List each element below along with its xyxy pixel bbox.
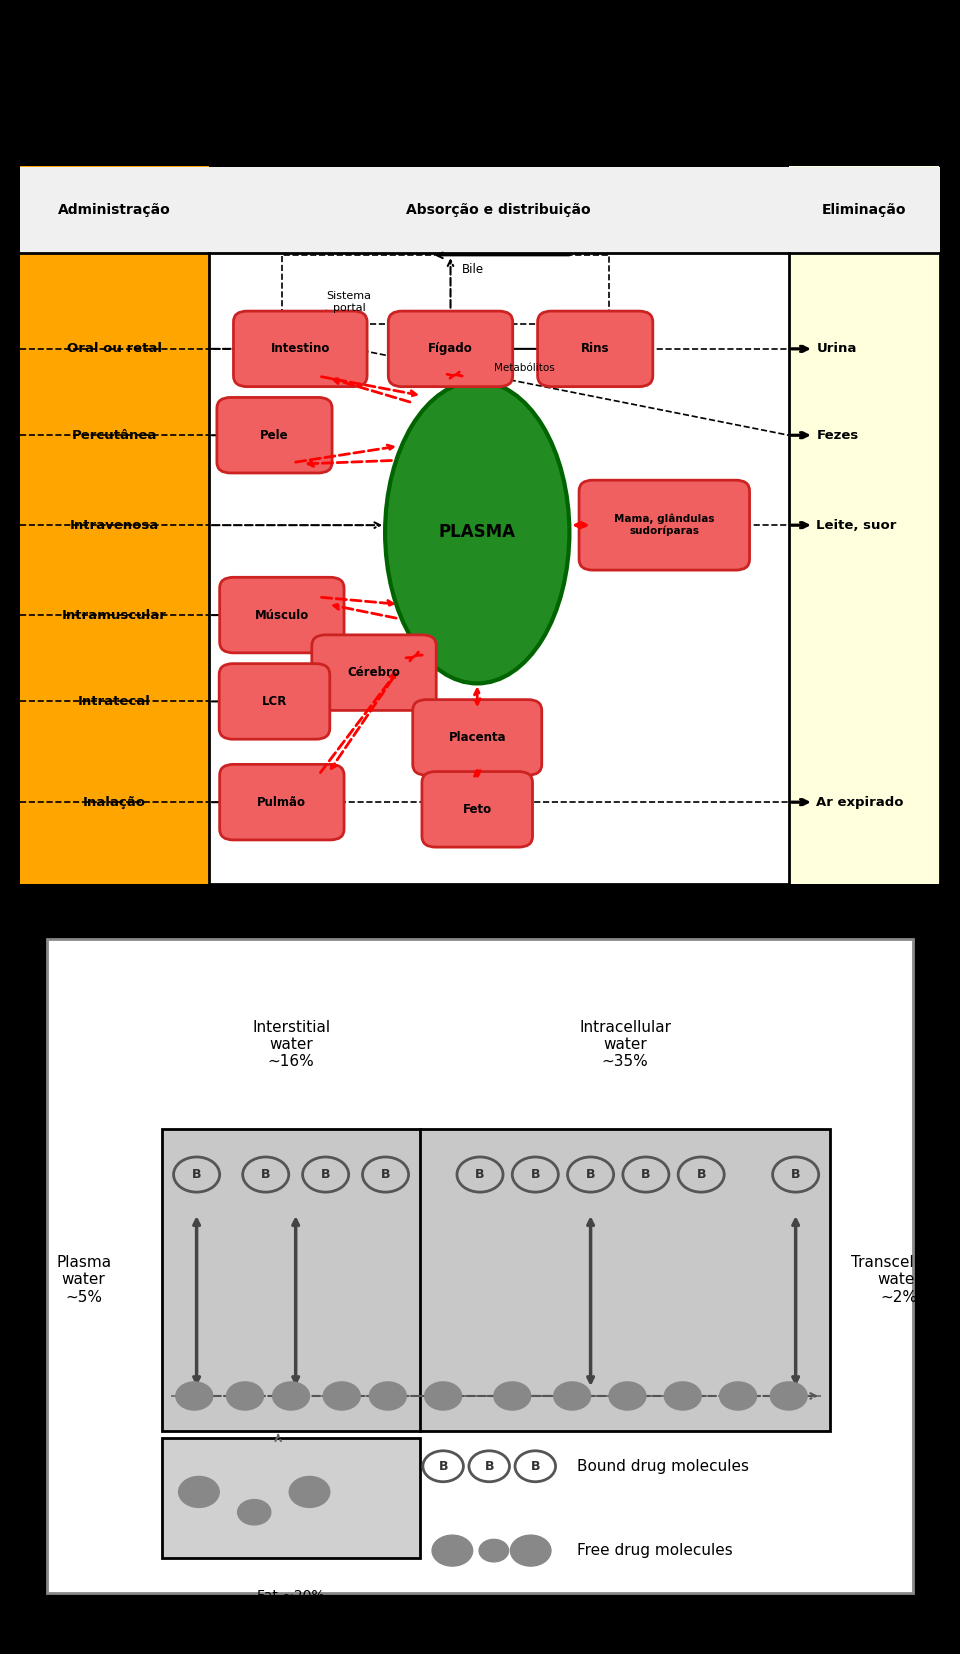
Text: Intestino: Intestino <box>271 342 330 356</box>
FancyBboxPatch shape <box>233 311 367 387</box>
Circle shape <box>664 1383 701 1409</box>
Text: Oral ou retal: Oral ou retal <box>66 342 161 356</box>
Text: B: B <box>696 1168 706 1181</box>
Text: Transcellular
water
~2%: Transcellular water ~2% <box>851 1255 948 1305</box>
FancyBboxPatch shape <box>312 635 436 711</box>
Text: B: B <box>586 1168 595 1181</box>
Text: B: B <box>531 1460 540 1472</box>
Text: Ar expirado: Ar expirado <box>816 796 904 809</box>
Text: Eliminação: Eliminação <box>822 203 906 217</box>
Text: B: B <box>485 1460 494 1472</box>
Text: B: B <box>321 1168 330 1181</box>
Text: Fat ~20%: Fat ~20% <box>257 1589 324 1603</box>
Circle shape <box>370 1383 406 1409</box>
Text: Mama, glândulas
sudoríparas: Mama, glândulas sudoríparas <box>614 514 714 536</box>
Circle shape <box>238 1500 271 1525</box>
Text: Feto: Feto <box>463 802 492 815</box>
FancyBboxPatch shape <box>579 480 750 571</box>
Circle shape <box>176 1383 213 1409</box>
Text: Fígado: Fígado <box>428 342 473 356</box>
Circle shape <box>324 1383 360 1409</box>
FancyBboxPatch shape <box>47 939 913 1593</box>
Circle shape <box>770 1383 807 1409</box>
Text: B: B <box>192 1168 202 1181</box>
Text: Absorção e distribuição: Absorção e distribuição <box>406 203 590 217</box>
Text: Administração: Administração <box>58 203 171 217</box>
Circle shape <box>273 1383 309 1409</box>
Text: B: B <box>261 1168 271 1181</box>
FancyBboxPatch shape <box>20 165 209 885</box>
Text: Metabólitos: Metabólitos <box>493 364 555 374</box>
FancyBboxPatch shape <box>422 771 533 847</box>
Text: Inalação: Inalação <box>83 796 146 809</box>
FancyBboxPatch shape <box>20 167 940 253</box>
Text: Urina: Urina <box>816 342 856 356</box>
Text: Bile: Bile <box>462 263 484 276</box>
Text: B: B <box>381 1168 391 1181</box>
FancyBboxPatch shape <box>162 1439 420 1558</box>
Text: B: B <box>475 1168 485 1181</box>
Text: Principais vias de administração e eliminação de fármacos: Principais vias de administração e elimi… <box>159 114 801 134</box>
Circle shape <box>227 1383 263 1409</box>
Circle shape <box>479 1540 509 1561</box>
Text: B: B <box>439 1460 448 1472</box>
Text: PLASMA: PLASMA <box>439 523 516 541</box>
FancyBboxPatch shape <box>388 311 513 387</box>
Text: Intramuscular: Intramuscular <box>61 609 167 622</box>
Circle shape <box>493 1383 531 1409</box>
Text: B: B <box>641 1168 651 1181</box>
Circle shape <box>424 1383 462 1409</box>
Text: Pele: Pele <box>260 428 289 442</box>
Circle shape <box>609 1383 646 1409</box>
Text: Rins: Rins <box>581 342 610 356</box>
FancyBboxPatch shape <box>20 165 940 885</box>
FancyBboxPatch shape <box>413 700 541 776</box>
Ellipse shape <box>385 380 569 683</box>
Text: Bound drug molecules: Bound drug molecules <box>577 1459 749 1474</box>
FancyBboxPatch shape <box>217 397 332 473</box>
Text: Pulmão: Pulmão <box>257 796 306 809</box>
Circle shape <box>179 1477 219 1507</box>
FancyBboxPatch shape <box>538 311 653 387</box>
Text: Fezes: Fezes <box>816 428 858 442</box>
Circle shape <box>720 1383 756 1409</box>
Circle shape <box>554 1383 590 1409</box>
Circle shape <box>289 1477 330 1507</box>
FancyBboxPatch shape <box>219 663 330 739</box>
FancyBboxPatch shape <box>789 165 939 885</box>
Text: Intracellular
water
~35%: Intracellular water ~35% <box>579 1019 671 1070</box>
Circle shape <box>511 1535 551 1566</box>
FancyBboxPatch shape <box>220 577 344 653</box>
Text: Músculo: Músculo <box>254 609 309 622</box>
Text: B: B <box>531 1168 540 1181</box>
FancyBboxPatch shape <box>162 1130 830 1431</box>
FancyBboxPatch shape <box>220 764 344 840</box>
Text: Cérebro: Cérebro <box>348 667 400 680</box>
Text: Free drug molecules: Free drug molecules <box>577 1543 732 1558</box>
Text: Interstitial
water
~16%: Interstitial water ~16% <box>252 1019 330 1070</box>
Text: Placenta: Placenta <box>448 731 506 744</box>
Text: Intravenosa: Intravenosa <box>69 519 158 531</box>
Text: Percutânea: Percutânea <box>71 428 156 442</box>
Circle shape <box>432 1535 472 1566</box>
Text: Plasma
water
~5%: Plasma water ~5% <box>56 1255 111 1305</box>
Text: B: B <box>791 1168 801 1181</box>
Text: Sistema
portal: Sistema portal <box>326 291 372 313</box>
Text: LCR: LCR <box>262 695 287 708</box>
Text: Leite, suor: Leite, suor <box>816 519 897 531</box>
Text: Intratecal: Intratecal <box>78 695 151 708</box>
